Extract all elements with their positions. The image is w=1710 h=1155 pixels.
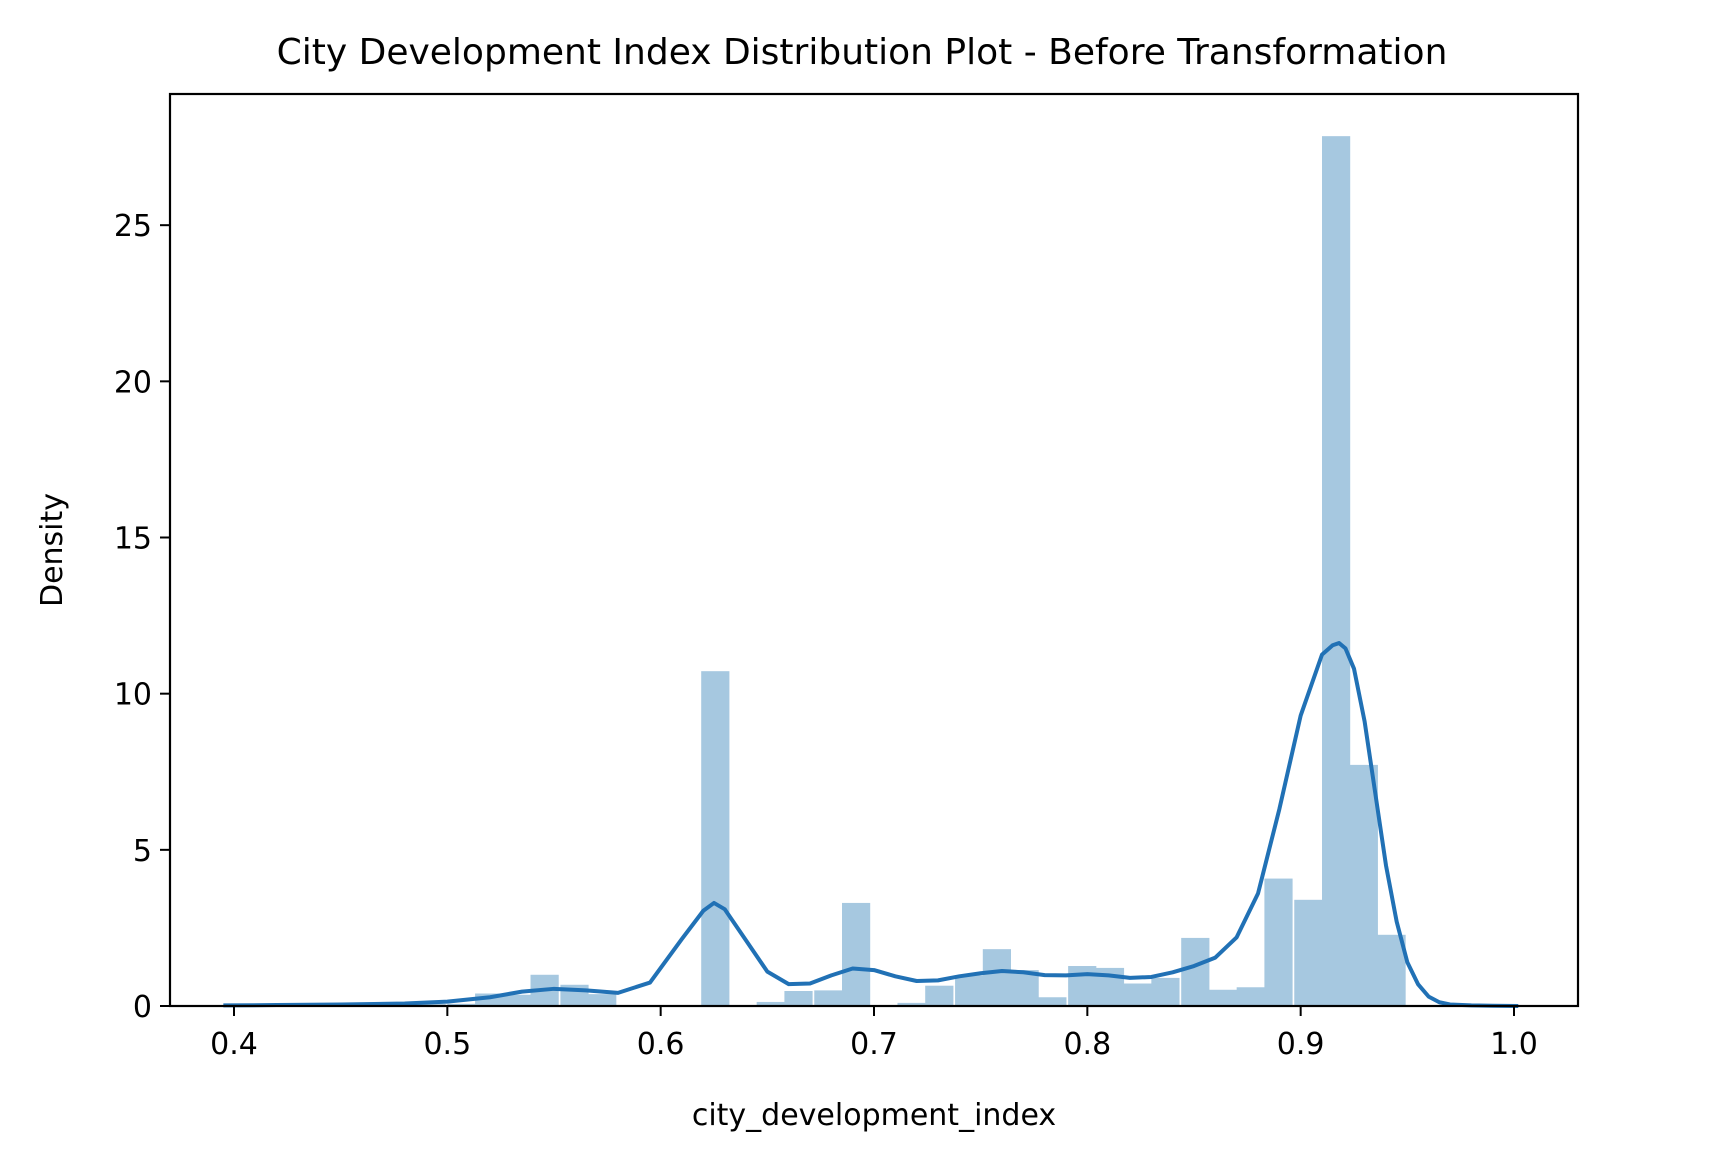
histogram-bar — [1294, 899, 1323, 1006]
histogram-bar — [925, 985, 954, 1006]
x-axis-label: city_development_index — [692, 1098, 1056, 1133]
y-tick-label: 0 — [133, 990, 152, 1025]
histogram-bar — [1181, 937, 1210, 1006]
y-tick-label: 20 — [114, 365, 152, 400]
x-tick-label: 0.9 — [1277, 1027, 1325, 1062]
x-tick-label: 0.6 — [637, 1027, 685, 1062]
histogram-bar — [1038, 997, 1067, 1006]
histogram-bar — [1377, 934, 1406, 1006]
y-tick-label: 10 — [114, 678, 152, 713]
histogram-bar — [588, 994, 617, 1006]
histogram-bars — [334, 136, 1406, 1006]
histogram-bar — [1123, 983, 1152, 1006]
y-tick-label: 5 — [133, 834, 152, 869]
x-tick-label: 1.0 — [1490, 1027, 1538, 1062]
x-tick-label: 0.5 — [423, 1027, 471, 1062]
histogram-bar — [756, 1001, 785, 1006]
histogram-bar — [1068, 966, 1097, 1006]
histogram-bar — [1264, 878, 1293, 1006]
histogram-bar — [1151, 977, 1180, 1006]
kde-curve — [223, 641, 1519, 1008]
histogram-bar — [1322, 136, 1351, 1006]
x-axis-ticks: 0.4 0.5 0.6 0.7 0.8 0.9 1.0 — [210, 1006, 1538, 1062]
y-tick-label: 15 — [114, 522, 152, 557]
histogram-bar — [1236, 987, 1265, 1006]
histogram-bar — [701, 671, 730, 1006]
histogram-bar — [1010, 970, 1039, 1006]
histogram-bar — [502, 994, 531, 1006]
x-tick-label: 0.8 — [1063, 1027, 1111, 1062]
x-tick-label: 0.4 — [210, 1027, 258, 1062]
histogram-bar — [784, 991, 813, 1006]
histogram-bar — [897, 1002, 926, 1006]
histogram-bar — [982, 949, 1011, 1006]
x-tick-label: 0.7 — [850, 1027, 898, 1062]
histogram-bar — [1349, 764, 1378, 1006]
y-axis-ticks: 0 5 10 15 20 25 — [114, 209, 170, 1025]
y-tick-label: 25 — [114, 209, 152, 244]
histogram-bar — [814, 990, 843, 1006]
y-axis-label: Density — [35, 493, 70, 607]
histogram-bar — [1208, 989, 1238, 1006]
chart-title: City Development Index Distribution Plot… — [277, 32, 1448, 73]
histogram-bar — [842, 902, 871, 1006]
histogram-bar — [955, 975, 984, 1006]
